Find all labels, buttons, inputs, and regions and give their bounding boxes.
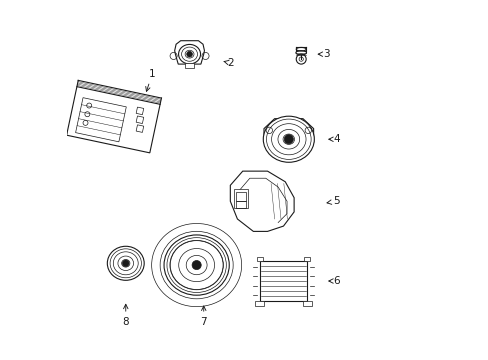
Text: 4: 4 (328, 134, 339, 144)
Ellipse shape (295, 51, 306, 55)
Bar (235, 201, 246, 208)
Text: 5: 5 (326, 196, 339, 206)
Polygon shape (303, 301, 311, 306)
Bar (233, 189, 247, 208)
Polygon shape (230, 171, 293, 231)
Circle shape (122, 260, 129, 267)
Text: 8: 8 (122, 304, 129, 327)
Polygon shape (303, 257, 309, 261)
Circle shape (186, 51, 192, 57)
Bar (185, 63, 193, 68)
Text: 7: 7 (200, 306, 206, 327)
Circle shape (192, 261, 201, 270)
Polygon shape (66, 87, 160, 153)
Text: 1: 1 (145, 69, 155, 91)
Polygon shape (264, 119, 313, 143)
Text: 2: 2 (224, 58, 233, 68)
Polygon shape (174, 41, 204, 64)
Bar (259, 261, 307, 301)
Text: 6: 6 (328, 276, 339, 286)
Bar (235, 192, 246, 201)
Ellipse shape (178, 44, 200, 64)
Ellipse shape (163, 235, 229, 295)
Polygon shape (255, 301, 264, 306)
Ellipse shape (296, 48, 305, 51)
Ellipse shape (107, 246, 144, 280)
Circle shape (284, 135, 293, 144)
Ellipse shape (263, 116, 314, 162)
Text: 3: 3 (318, 49, 328, 59)
Polygon shape (256, 257, 263, 261)
